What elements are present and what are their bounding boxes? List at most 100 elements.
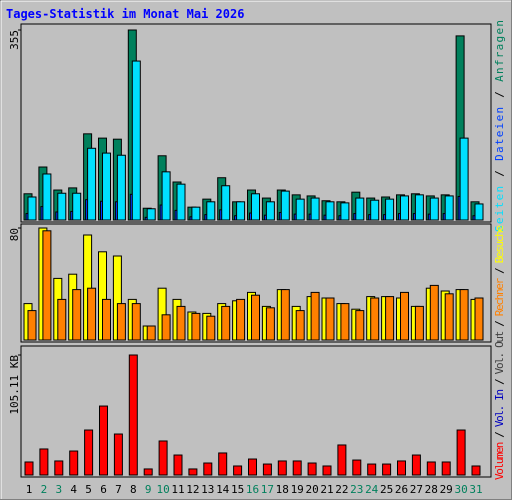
x-tick-label: 20 — [305, 483, 318, 496]
x-tick-label: 8 — [130, 483, 137, 496]
bar — [42, 230, 52, 341]
bar — [441, 461, 451, 476]
bar — [99, 405, 108, 476]
x-tick-label: 12 — [186, 483, 199, 496]
bar — [295, 198, 305, 221]
bar — [385, 198, 395, 221]
bar — [265, 201, 275, 221]
bar — [102, 152, 111, 221]
bar — [116, 303, 126, 341]
bar — [54, 460, 64, 476]
x-tick-label: 5 — [85, 483, 92, 496]
bar — [262, 463, 272, 476]
x-tick-label: 24 — [365, 483, 379, 496]
x-tick-label: 17 — [261, 483, 274, 496]
bar — [236, 298, 246, 341]
bar — [131, 303, 141, 341]
x-tick-label: 18 — [276, 483, 289, 496]
legend-entry: Rechner — [493, 277, 506, 316]
x-tick-label: 19 — [291, 483, 304, 496]
bar — [355, 310, 365, 341]
x-tick-label: 9 — [145, 483, 152, 496]
bar — [367, 463, 377, 476]
x-tick-label: 14 — [216, 483, 230, 496]
bar — [218, 452, 228, 476]
bar — [370, 199, 380, 221]
bar — [87, 287, 97, 341]
bar — [84, 429, 94, 476]
bar — [251, 294, 260, 341]
bar — [340, 202, 350, 221]
legend-separator: / — [493, 162, 506, 184]
bar — [444, 293, 454, 341]
bar — [471, 465, 481, 476]
legend-entry: Vol. Out — [493, 331, 506, 375]
x-tick-label: 27 — [410, 483, 423, 496]
bar — [280, 190, 290, 221]
bar — [188, 468, 198, 476]
bar — [87, 147, 97, 221]
bar — [203, 462, 213, 476]
bar — [42, 173, 52, 221]
x-tick-label: 2 — [41, 483, 48, 496]
bar — [385, 296, 395, 341]
bar — [251, 193, 260, 221]
bar — [236, 201, 246, 221]
legend-entry: Seiten — [493, 186, 506, 232]
bar — [310, 291, 320, 341]
bar — [340, 303, 350, 341]
bar — [352, 459, 362, 476]
bar — [411, 454, 421, 476]
bar — [400, 195, 409, 221]
bar — [444, 195, 454, 221]
legend-entry: Anfragen — [493, 20, 506, 82]
bar — [161, 171, 171, 221]
bar — [459, 289, 469, 341]
bar — [191, 312, 201, 341]
legend-entry: Vol. In — [493, 389, 506, 427]
bar — [221, 185, 231, 221]
bar — [69, 450, 79, 476]
bar — [382, 463, 392, 476]
bar — [57, 192, 67, 221]
x-tick-label: 4 — [70, 483, 77, 496]
legend-separator: / — [493, 83, 506, 105]
x-tick-label: 1 — [26, 483, 33, 496]
x-tick-label: 7 — [115, 483, 122, 496]
x-tick-label: 31 — [469, 483, 482, 496]
x-tick-label: 3 — [55, 483, 62, 496]
legend-entry: Besuche — [493, 225, 506, 263]
legend: Seiten / Dateien / Anfragen — [493, 20, 506, 232]
x-tick-label: 26 — [395, 483, 408, 496]
bar — [146, 325, 156, 341]
x-tick-label: 29 — [440, 483, 453, 496]
legend-entry: Volumen — [493, 442, 506, 480]
x-tick-label: 11 — [171, 483, 184, 496]
x-tick-label: 22 — [335, 483, 348, 496]
bar — [325, 201, 335, 221]
bar — [72, 289, 82, 341]
x-tick-label: 28 — [425, 483, 438, 496]
legend-separator: / — [493, 426, 506, 443]
legend-separator: / — [493, 373, 506, 390]
bar — [248, 458, 257, 476]
bar — [27, 310, 37, 341]
bar — [146, 208, 156, 221]
bar — [116, 154, 126, 221]
bar — [206, 315, 216, 341]
bar — [158, 440, 168, 476]
x-tick-label: 13 — [201, 483, 214, 496]
legend-separator: / — [493, 262, 506, 279]
bar — [280, 289, 290, 341]
bar — [206, 201, 216, 221]
bar — [325, 297, 335, 341]
bar — [176, 183, 186, 221]
bar — [128, 354, 138, 476]
x-tick-label: 30 — [454, 483, 467, 496]
bar — [400, 291, 409, 341]
legend-separator: / — [493, 315, 506, 332]
bar — [355, 197, 365, 221]
x-tick-label: 10 — [156, 483, 169, 496]
bar — [24, 461, 34, 476]
